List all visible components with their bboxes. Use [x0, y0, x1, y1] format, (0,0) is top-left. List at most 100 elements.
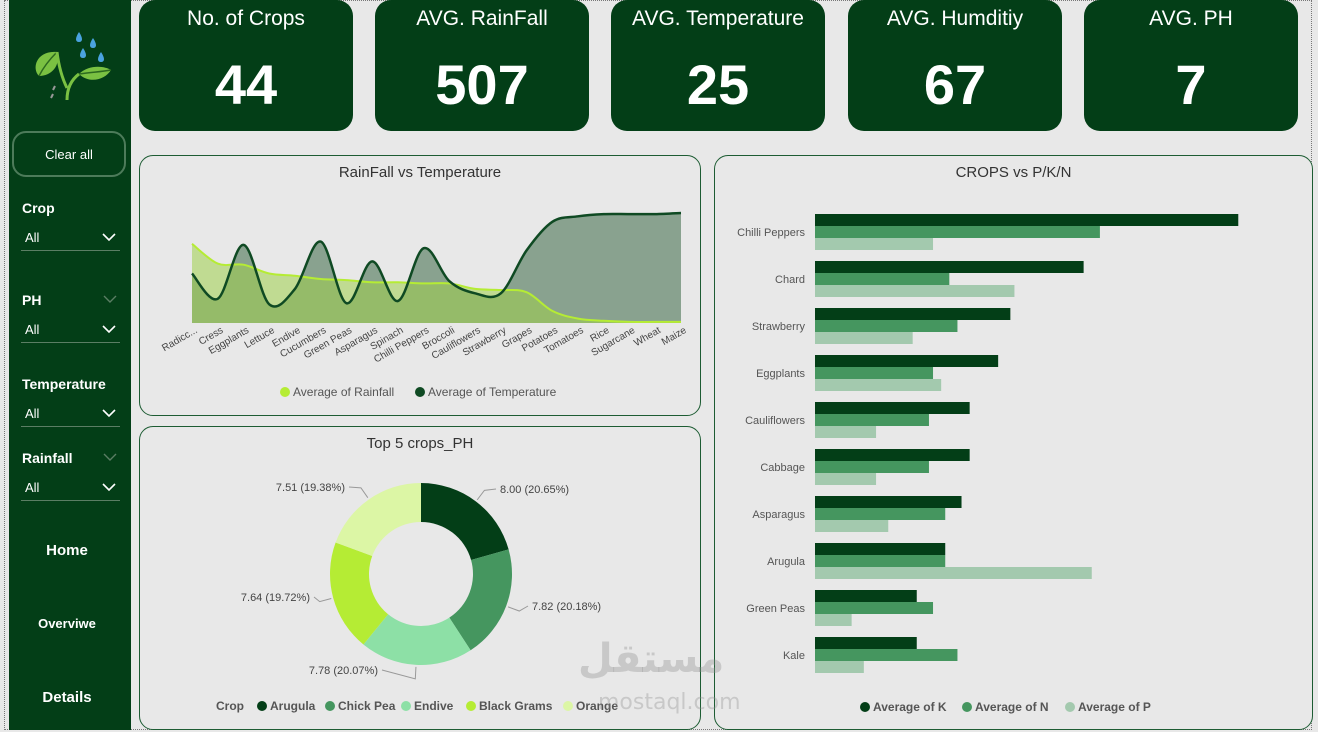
kpi-title: AVG. PH — [1149, 7, 1233, 30]
chevron-down-icon — [102, 233, 116, 242]
plant-logo-icon — [35, 32, 112, 101]
legend-label: Endive — [414, 699, 454, 713]
bar — [815, 496, 962, 508]
y-category-label: Chard — [775, 274, 805, 286]
bar — [815, 543, 946, 555]
legend-marker — [257, 701, 267, 711]
legend-marker — [325, 701, 335, 711]
bar — [815, 355, 999, 367]
bar — [815, 308, 1011, 320]
nav-overview-button[interactable]: Overviwe — [38, 616, 96, 631]
kpi-title: AVG. Temperature — [632, 7, 804, 30]
bar-chart: Chilli Peppers Chard Strawberry Eggplants Ca… — [737, 214, 1239, 714]
donut-slice — [449, 549, 512, 651]
bar — [815, 637, 917, 649]
donut-slice — [330, 542, 389, 645]
slice-leader-line — [476, 488, 497, 501]
bar — [815, 379, 942, 391]
bar — [815, 520, 889, 532]
slice-leader-line — [313, 596, 332, 603]
bar — [815, 402, 970, 414]
legend-marker — [563, 701, 573, 711]
crops-pkn-panel: CROPS vs P/K/N Chilli Peppers Chard Strawb… — [714, 155, 1313, 730]
y-category-label: Cabbage — [760, 462, 805, 474]
temperature-filter-select[interactable]: All — [21, 403, 120, 427]
nav-details-button[interactable]: Details — [42, 689, 92, 706]
kpi-value: 7 — [1175, 53, 1207, 116]
legend-label: Orange — [576, 699, 618, 713]
crop-filter-select[interactable]: All — [21, 227, 120, 251]
x-tick-label: Radicc... — [160, 325, 199, 354]
watermark-latin: mostaql.com — [598, 690, 741, 715]
bar — [815, 261, 1084, 273]
legend-label: Average of P — [1078, 700, 1151, 714]
slice-data-label: 7.82 (20.18%) — [532, 601, 601, 613]
bar — [815, 590, 917, 602]
bar — [815, 473, 877, 485]
slice-data-label: 7.51 (19.38%) — [276, 482, 345, 494]
rainfall-filter-label: Rainfall — [22, 450, 73, 466]
kpi-value: 67 — [923, 53, 987, 116]
bar — [815, 226, 1100, 238]
y-category-label: Eggplants — [756, 368, 805, 380]
slice-data-label: 7.64 (19.72%) — [241, 592, 310, 604]
legend-marker — [1065, 702, 1075, 712]
ph-donut-panel: Top 5 crops_PH 8.00 (20.65%) 7.82 (20.18%… — [139, 426, 701, 730]
donut-slice — [335, 483, 421, 557]
bar — [815, 461, 929, 473]
donut-slice — [421, 483, 509, 560]
kpi-card-humidity: AVG. Humditiy 67 — [848, 0, 1062, 131]
rainfall-filter-value: All — [25, 480, 40, 495]
ph-collapse-chevron-icon[interactable] — [103, 294, 117, 304]
y-category-label: Strawberry — [752, 321, 806, 333]
chevron-down-icon — [102, 409, 116, 418]
bar — [815, 332, 913, 344]
kpi-value: 44 — [214, 53, 278, 116]
y-category-label: Green Peas — [746, 603, 805, 615]
area-chart: Radicc...CressEggplantsLettuceEndiveCucu… — [160, 211, 689, 399]
legend-label: Black Grams — [479, 699, 553, 713]
clear-all-button[interactable]: Clear all — [12, 131, 126, 177]
kpi-card-crops: No. of Crops 44 — [139, 0, 353, 131]
kpi-title: AVG. RainFall — [416, 7, 548, 30]
donut-slice — [363, 614, 471, 665]
rainfall-filter-select[interactable]: All — [21, 477, 120, 501]
kpi-card-temperature: AVG. Temperature 25 — [611, 0, 825, 131]
slice-leader-line — [381, 666, 417, 680]
temperature-filter-label: Temperature — [22, 376, 106, 392]
bar — [815, 238, 934, 250]
chart-title: Top 5 crops_PH — [366, 435, 474, 452]
chevron-down-icon — [102, 483, 116, 492]
bar — [815, 414, 929, 426]
rainfall-collapse-chevron-icon[interactable] — [103, 452, 117, 462]
bar — [815, 567, 1092, 579]
bar — [815, 508, 946, 520]
legend-label: Chick Pea — [338, 699, 396, 713]
ph-filter-select[interactable]: All — [21, 319, 120, 343]
temperature-line — [191, 211, 682, 308]
bar — [815, 285, 1015, 297]
kpi-value: 25 — [686, 53, 750, 116]
temperature-filter-value: All — [25, 406, 40, 421]
bar — [815, 367, 934, 379]
y-category-label: Asparagus — [752, 509, 805, 521]
kpi-card-rainfall: AVG. RainFall 507 — [375, 0, 589, 131]
bar — [815, 449, 970, 461]
watermark-arabic: مستقل — [578, 636, 725, 682]
chart-title: RainFall vs Temperature — [338, 164, 502, 181]
legend-label: Average of Rainfall — [293, 385, 394, 399]
slice-leader-line — [348, 486, 369, 498]
bar — [815, 214, 1239, 226]
bar — [815, 426, 877, 438]
nav-home-button[interactable]: Home — [46, 542, 88, 559]
donut-chart: 8.00 (20.65%) 7.82 (20.18%) 7.78 (20.07%) 7… — [216, 482, 618, 713]
legend-label: Average of N — [975, 700, 1049, 714]
kpi-card-ph: AVG. PH 7 — [1084, 0, 1298, 131]
legend-label: Arugula — [270, 699, 316, 713]
kpi-value: 507 — [435, 53, 529, 116]
kpi-title: No. of Crops — [187, 7, 305, 30]
y-category-label: Arugula — [767, 556, 806, 568]
x-tick-label: Wheat — [632, 325, 663, 349]
ph-filter-value: All — [25, 322, 40, 337]
slice-leader-line — [507, 605, 529, 612]
